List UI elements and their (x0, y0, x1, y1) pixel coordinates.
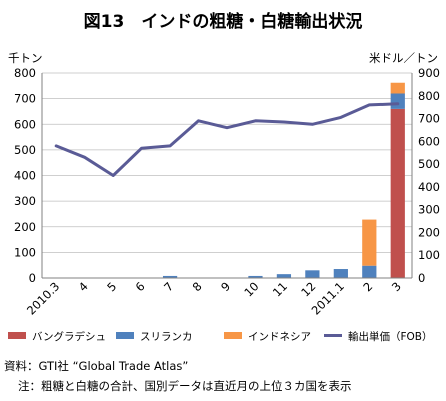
x-tick-label: 7 (161, 279, 176, 294)
bar-segment (248, 275, 263, 278)
right-tick-label: 500 (418, 157, 440, 171)
bar-segment (362, 219, 377, 266)
bar-segment (276, 274, 292, 278)
right-tick-label: 900 (418, 66, 440, 80)
legend-swatch (224, 332, 242, 339)
left-tick-label: 400 (14, 169, 36, 183)
right-tick-label: 600 (418, 134, 440, 148)
footnote: 注：粗糖と白糖の合計、国別データは直近月の上位３カ国を表示 (18, 379, 352, 393)
left-tick-label: 700 (14, 92, 36, 106)
right-tick-label: 700 (418, 112, 440, 126)
left-tick-label: 200 (14, 220, 36, 234)
right-tick-label: 0 (418, 271, 425, 285)
left-tick-label: 600 (14, 117, 36, 131)
bar-segment (390, 93, 405, 109)
unit-price-line (54, 102, 400, 177)
legend-swatch (8, 332, 26, 339)
left-axis-unit: 千トン (8, 51, 43, 65)
source-note: 資料：GTI社 “Global Trade Atlas” (4, 359, 189, 373)
x-tick-label: 5 (104, 279, 119, 294)
notes: 資料：GTI社 “Global Trade Atlas” 注：粗糖と白糖の合計、… (4, 356, 352, 396)
stacked-bars (162, 82, 405, 278)
left-tick-label: 300 (14, 194, 36, 208)
chart-title: 図13 インドの粗糖・白糖輸出状況 (84, 11, 363, 32)
legend-label: インドネシア (248, 331, 311, 343)
legend-label: バングラデシュ (32, 330, 106, 343)
right-tick-label: 800 (418, 89, 440, 103)
right-tick-label: 400 (418, 180, 440, 194)
left-tick-label: 100 (14, 245, 36, 259)
x-tick-label: 9 (218, 279, 233, 294)
left-tick-label: 0 (29, 271, 36, 285)
right-tick-label: 100 (418, 248, 440, 262)
legend-label: スリランカ (140, 331, 193, 343)
chart: 図13 インドの粗糖・白糖輸出状況 千トン 米ドル／トン 01002003004… (8, 11, 440, 343)
bar-segment (362, 265, 377, 278)
x-tick-label: 3 (389, 279, 404, 294)
unit-price-series-line (54, 102, 400, 177)
gridlines (42, 72, 412, 279)
x-tick-label: 8 (190, 279, 205, 294)
bar-segment (390, 82, 405, 94)
right-tick-label: 300 (418, 203, 440, 217)
bar-segment (390, 108, 405, 278)
x-tick-label: 2 (360, 279, 375, 294)
bar-segment (162, 275, 178, 278)
legend-label: 輸出単価（FOB） (348, 330, 433, 343)
legend-swatch (116, 332, 134, 339)
right-tick-label: 200 (418, 225, 440, 239)
left-tick-label: 800 (14, 66, 36, 80)
legend: バングラデシュ スリランカ インドネシア 輸出単価（FOB） (8, 330, 433, 343)
x-tick-label: 11 (270, 279, 290, 299)
x-tick-label: 10 (241, 279, 261, 299)
x-tick-label: 6 (133, 279, 148, 294)
bar-segment (333, 269, 348, 278)
bar-segment (305, 270, 320, 278)
x-tick-label: 4 (76, 279, 91, 294)
x-tick-label: 12 (298, 279, 318, 299)
right-axis-unit: 米ドル／トン (369, 51, 438, 65)
left-tick-label: 500 (14, 143, 36, 157)
